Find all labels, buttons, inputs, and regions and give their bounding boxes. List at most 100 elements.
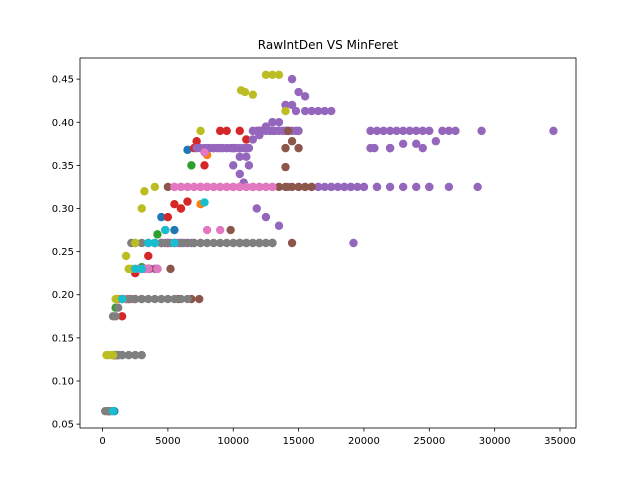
scatter-point <box>418 126 427 136</box>
scatter-point <box>235 152 244 161</box>
scatter-point <box>229 238 238 248</box>
scatter-point <box>209 238 218 248</box>
scatter-point <box>248 182 258 192</box>
scatter-point <box>163 294 173 304</box>
scatter-point <box>131 264 140 274</box>
scatter-point <box>255 130 264 140</box>
y-tick-label: 0.45 <box>52 75 74 86</box>
scatter-point <box>294 143 303 153</box>
scatter-point <box>287 137 297 146</box>
x-tick-label: 15000 <box>283 436 315 447</box>
scatter-point <box>398 139 408 149</box>
scatter-point <box>176 204 186 213</box>
scatter-point <box>215 126 225 136</box>
scatter-point <box>248 126 258 136</box>
chart-title: RawIntDen VS MinFeret <box>258 38 399 52</box>
scatter-point <box>392 126 401 136</box>
y-tick-label: 0.20 <box>52 290 74 301</box>
scatter-point <box>170 199 179 209</box>
x-tick-label: 20000 <box>348 436 380 447</box>
scatter-point <box>261 182 271 192</box>
scatter-point <box>418 143 427 153</box>
scatter-point <box>170 294 179 304</box>
scatter-point <box>372 182 382 192</box>
scatter-point <box>157 294 166 304</box>
y-axis-ticks: 0.05 0.10 0.15 0.20 0.25 0.30 0.35 0.40 0.45 <box>52 75 80 431</box>
scatter-point <box>183 197 192 206</box>
scatter-point <box>255 238 264 248</box>
scatter-point <box>117 312 127 321</box>
scatter-point <box>261 212 271 222</box>
x-tick-label: 35000 <box>544 436 576 447</box>
scatter-point <box>366 126 375 136</box>
y-tick-label: 0.35 <box>52 161 74 172</box>
scatter-point <box>111 294 120 304</box>
scatter-point <box>281 106 290 116</box>
scatter-point <box>124 350 133 360</box>
scatter-point <box>183 182 192 192</box>
scatter-point <box>549 126 558 136</box>
scatter-point <box>274 70 284 80</box>
scatter-point <box>327 106 336 116</box>
scatter-point <box>176 182 186 192</box>
scatter-point <box>187 161 196 170</box>
scatter-point <box>114 303 123 312</box>
scatter-point <box>252 204 261 213</box>
scatter-point <box>137 204 146 213</box>
scatter-point <box>153 230 162 239</box>
scatter-point <box>300 106 310 116</box>
scatter-point <box>150 294 160 304</box>
scatter-point <box>131 350 140 360</box>
scatter-point <box>294 182 303 192</box>
y-tick-label: 0.10 <box>52 376 74 387</box>
scatter-point <box>425 126 434 136</box>
scatter-point <box>183 238 192 248</box>
scatter-point <box>320 106 329 116</box>
scatter-point <box>202 238 212 248</box>
scatter-point <box>229 182 238 192</box>
scatter-point <box>137 238 146 248</box>
y-tick-label: 0.25 <box>52 247 74 258</box>
scatter-point <box>144 294 153 304</box>
scatter-point <box>268 182 277 192</box>
scatter-point <box>202 182 212 192</box>
scatter-point <box>261 122 271 131</box>
scatter-point <box>222 126 231 136</box>
scatter-point <box>291 106 301 116</box>
scatter-point <box>200 161 209 170</box>
scatter-point <box>425 182 434 192</box>
y-tick-label: 0.05 <box>52 420 74 431</box>
scatter-point <box>170 225 179 235</box>
scatter-point <box>451 126 460 136</box>
scatter-point <box>235 182 244 192</box>
scatter-point <box>366 143 375 153</box>
scatter-point <box>379 126 388 136</box>
scatter-point <box>242 182 251 192</box>
scatter-point <box>131 294 140 304</box>
scatter-point <box>248 90 258 99</box>
scatter-point <box>137 350 146 360</box>
scatter-point <box>183 294 192 304</box>
y-tick-label: 0.30 <box>52 204 74 215</box>
scatter-point <box>163 182 173 192</box>
scatter-point <box>189 238 199 248</box>
scatter-point <box>477 126 486 136</box>
scatter-point <box>189 182 199 192</box>
scatter-point <box>222 182 231 192</box>
scatter-point <box>176 294 186 304</box>
scatter-point <box>196 182 205 192</box>
scatter-point <box>320 182 329 192</box>
scatter-point <box>235 169 244 179</box>
scatter-point <box>163 238 173 248</box>
scatter-point <box>274 118 284 127</box>
scatter-point <box>144 264 153 274</box>
scatter-point <box>196 238 205 248</box>
scatter-point <box>215 182 225 192</box>
scatter-point <box>102 350 111 360</box>
scatter-point <box>431 137 441 146</box>
scatter-point <box>144 251 153 261</box>
scatter-point <box>157 238 166 248</box>
scatter-point <box>200 198 209 207</box>
scatter-point <box>248 238 258 248</box>
scatter-point <box>242 152 251 161</box>
